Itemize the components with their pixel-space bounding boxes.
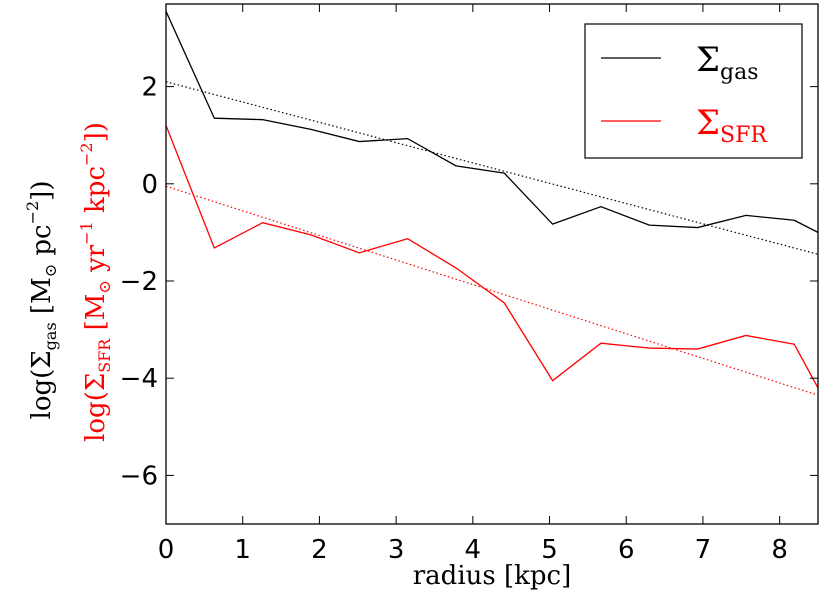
series-line-gas: [166, 11, 818, 233]
legend-box: [584, 23, 803, 159]
legend-label-sfr: ΣSFR: [696, 103, 768, 148]
series-line-sfr: [166, 125, 818, 389]
y-tick-label: −4: [120, 364, 158, 394]
x-axis-label: radius [kpc]: [413, 561, 572, 591]
y-tick-label: 0: [141, 170, 158, 200]
y-axis-label-sfr: log(ΣSFR [M⊙ yr−1 kpc−2]): [77, 122, 114, 442]
fit-line-gas: [166, 81, 818, 255]
plot-lines: [166, 11, 818, 396]
legend-gas-symbol: Σ: [696, 40, 720, 80]
y-tick-label: −2: [120, 267, 158, 297]
x-tick-label: 4: [465, 535, 482, 565]
x-tick-label: 1: [234, 535, 251, 565]
legend-gas-subscript: gas: [720, 60, 759, 85]
legend-label-gas: Σgas: [696, 40, 759, 85]
legend-sfr-subscript: SFR: [720, 123, 768, 148]
x-tick-label: 2: [311, 535, 328, 565]
fit-line-sfr: [166, 185, 818, 396]
ticks: 0 1 2 3 4 5 6 7 8 −6 −4 −2 0 2: [120, 4, 818, 565]
legend: Σgas ΣSFR: [584, 23, 803, 159]
x-tick-label: 3: [388, 535, 405, 565]
x-tick-label: 0: [158, 535, 175, 565]
y-tick-label: −6: [120, 461, 158, 491]
legend-sfr-symbol: Σ: [696, 103, 720, 143]
y-axis-label-gas: log(Σgas [M⊙ pc−2]): [23, 181, 60, 420]
axes-frame: [165, 3, 819, 525]
x-tick-label: 8: [771, 535, 788, 565]
x-tick-label: 5: [541, 535, 558, 565]
x-tick-label: 7: [695, 535, 712, 565]
y-tick-label: 2: [141, 73, 158, 103]
x-tick-label: 6: [618, 535, 635, 565]
plot-area: [166, 11, 818, 396]
